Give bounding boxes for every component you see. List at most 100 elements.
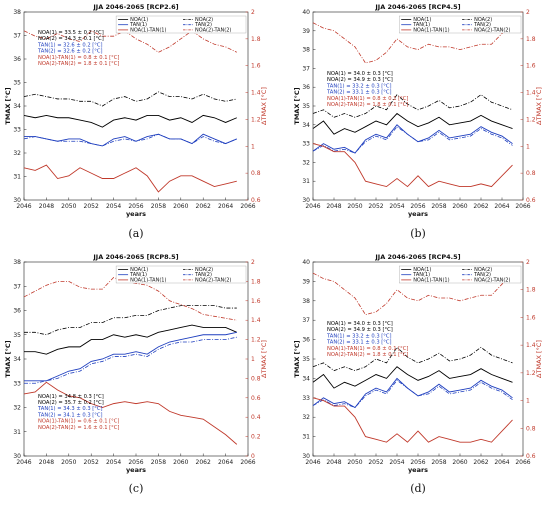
y2-tick-label: 0 — [251, 453, 255, 460]
y-tick-label: 38 — [13, 259, 21, 266]
y2-tick-label: 0.6 — [526, 197, 536, 204]
x-tick-label: 2056 — [128, 459, 143, 466]
series-line — [312, 366, 513, 389]
x-tick-label: 2064 — [218, 203, 233, 210]
stat-annotation: NOA(2)-TAN(2) = 1.8 ± 0.1 [°C] — [327, 102, 408, 108]
series-line — [312, 143, 513, 188]
y-tick-label: 37 — [302, 317, 310, 324]
y-tick-label: 32 — [13, 405, 21, 412]
stat-annotation: NOA(1) = 33.5 ± 0.2 [°C] — [38, 30, 104, 36]
x-tick-label: 2064 — [218, 459, 233, 466]
y-tick-label: 34 — [302, 122, 310, 129]
y2-tick-label: 1 — [251, 143, 255, 150]
legend-label: NOA(1) — [130, 267, 148, 273]
x-tick-label: 2060 — [452, 203, 467, 210]
legend-box — [115, 265, 247, 284]
stat-annotation: NOA(1)-TAN(1) = 0.8 ± 0.1 [°C] — [327, 346, 408, 352]
y2-tick-label: 1 — [251, 356, 255, 363]
series-line — [312, 346, 513, 372]
y2-tick-label: 1.8 — [526, 287, 536, 294]
y-tick-label: 34 — [13, 103, 21, 110]
x-tick-label: 2052 — [84, 459, 99, 466]
y-tick-label: 35 — [13, 80, 21, 87]
plot-frame — [312, 261, 524, 457]
y-tick-label: 37 — [13, 283, 21, 290]
y-tick-label: 31 — [302, 434, 310, 441]
chart-title: JJA 2046-2065 [RCP4.5] — [374, 253, 460, 261]
x-tick-label: 2052 — [84, 203, 99, 210]
y-tick-label: 35 — [302, 103, 310, 110]
y-tick-label: 34 — [302, 375, 310, 382]
legend-label: NOA(1)-TAN(1) — [130, 277, 166, 283]
y2-tick-label: 1.4 — [251, 90, 261, 97]
legend-label: NOA(1) — [130, 17, 148, 23]
y-tick-label: 35 — [302, 356, 310, 363]
stat-annotation: NOA(1)-TAN(1) = 0.8 ± 0.1 [°C] — [327, 96, 408, 102]
y2-tick-label: 0.6 — [251, 395, 261, 402]
y-tick-label: 39 — [302, 28, 310, 35]
y2-tick-label: 1.2 — [526, 116, 536, 123]
stat-annotation: NOA(2)-TAN(2) = 1.6 ± 0.1 [°C] — [38, 425, 119, 431]
y2-tick-label: 2 — [526, 9, 530, 16]
x-tick-label: 2058 — [151, 459, 166, 466]
stat-annotation: TAN(2) = 33.1 ± 0.3 [°C] — [326, 90, 392, 96]
stat-annotation: NOA(2) = 34.3 ± 0.1 [°C] — [38, 36, 104, 42]
x-tick-label: 2066 — [515, 459, 530, 466]
legend-label: NOA(1) — [413, 267, 431, 273]
y2-tick-label: 1.6 — [251, 298, 261, 305]
legend-label: NOA(2) — [474, 17, 492, 23]
series-line — [23, 114, 237, 128]
x-tick-label: 2052 — [368, 459, 383, 466]
series-line — [24, 336, 237, 384]
legend-label: TAN(2) — [194, 272, 212, 278]
y2-tick-label: 0.2 — [251, 434, 261, 441]
x-tick-label: 2046 — [16, 203, 31, 210]
y-tick-label: 32 — [302, 414, 310, 421]
series-line — [312, 397, 513, 443]
y2-tick-label: 2 — [251, 9, 255, 16]
y2-tick-label: 1 — [526, 398, 530, 405]
series-line — [24, 324, 237, 355]
y2-tick-label: 2 — [251, 259, 255, 266]
y-tick-label: 31 — [302, 178, 310, 185]
y2-axis-label: ΔTMAX [°C] — [260, 340, 268, 378]
y2-tick-label: 1.2 — [251, 337, 261, 344]
y-tick-label: 37 — [13, 33, 21, 40]
legend-label: NOA(2)-TAN(2) — [195, 277, 231, 283]
y-tick-label: 39 — [302, 278, 310, 285]
stat-annotation: NOA(2)-TAN(2) = 1.8 ± 0.1 [°C] — [327, 352, 408, 358]
stat-annotation: NOA(1) = 34.0 ± 0.3 [°C] — [327, 321, 393, 327]
legend-label: TAN(1) — [412, 272, 430, 278]
x-tick-label: 2046 — [305, 203, 320, 210]
stat-annotation: TAN(1) = 32.6 ± 0.2 [°C] — [37, 42, 103, 48]
x-tick-label: 2054 — [389, 203, 404, 210]
y2-tick-label: 0.8 — [526, 170, 536, 177]
legend-label: NOA(2) — [195, 267, 213, 273]
legend-label: TAN(1) — [129, 22, 147, 28]
stat-annotation: TAN(2) = 33.1 ± 0.3 [°C] — [326, 340, 392, 346]
x-tick-label: 2056 — [128, 203, 143, 210]
x-axis-label: years — [126, 210, 146, 218]
y-axis-label: TMAX [°C] — [293, 340, 301, 377]
x-tick-label: 2058 — [151, 203, 166, 210]
x-tick-label: 2046 — [305, 459, 320, 466]
series-line — [23, 277, 237, 321]
series-line — [24, 331, 237, 382]
series-line — [23, 91, 237, 107]
x-tick-label: 2060 — [173, 203, 188, 210]
x-tick-label: 2048 — [326, 459, 341, 466]
x-tick-label: 2064 — [494, 203, 509, 210]
x-axis-label: years — [126, 466, 146, 474]
y-tick-label: 33 — [13, 127, 21, 134]
y-tick-label: 36 — [13, 308, 21, 315]
x-axis-label: years — [408, 210, 428, 218]
legend-label: TAN(2) — [194, 22, 212, 28]
legend-box — [399, 265, 522, 284]
y-tick-label: 33 — [302, 141, 310, 148]
x-tick-label: 2066 — [515, 203, 530, 210]
y2-tick-label: 1.6 — [526, 63, 536, 70]
y2-tick-label: 1 — [526, 143, 530, 150]
legend-label: NOA(2)-TAN(2) — [474, 277, 510, 283]
legend-label: NOA(2)-TAN(2) — [195, 27, 231, 33]
legend-box — [399, 15, 522, 34]
